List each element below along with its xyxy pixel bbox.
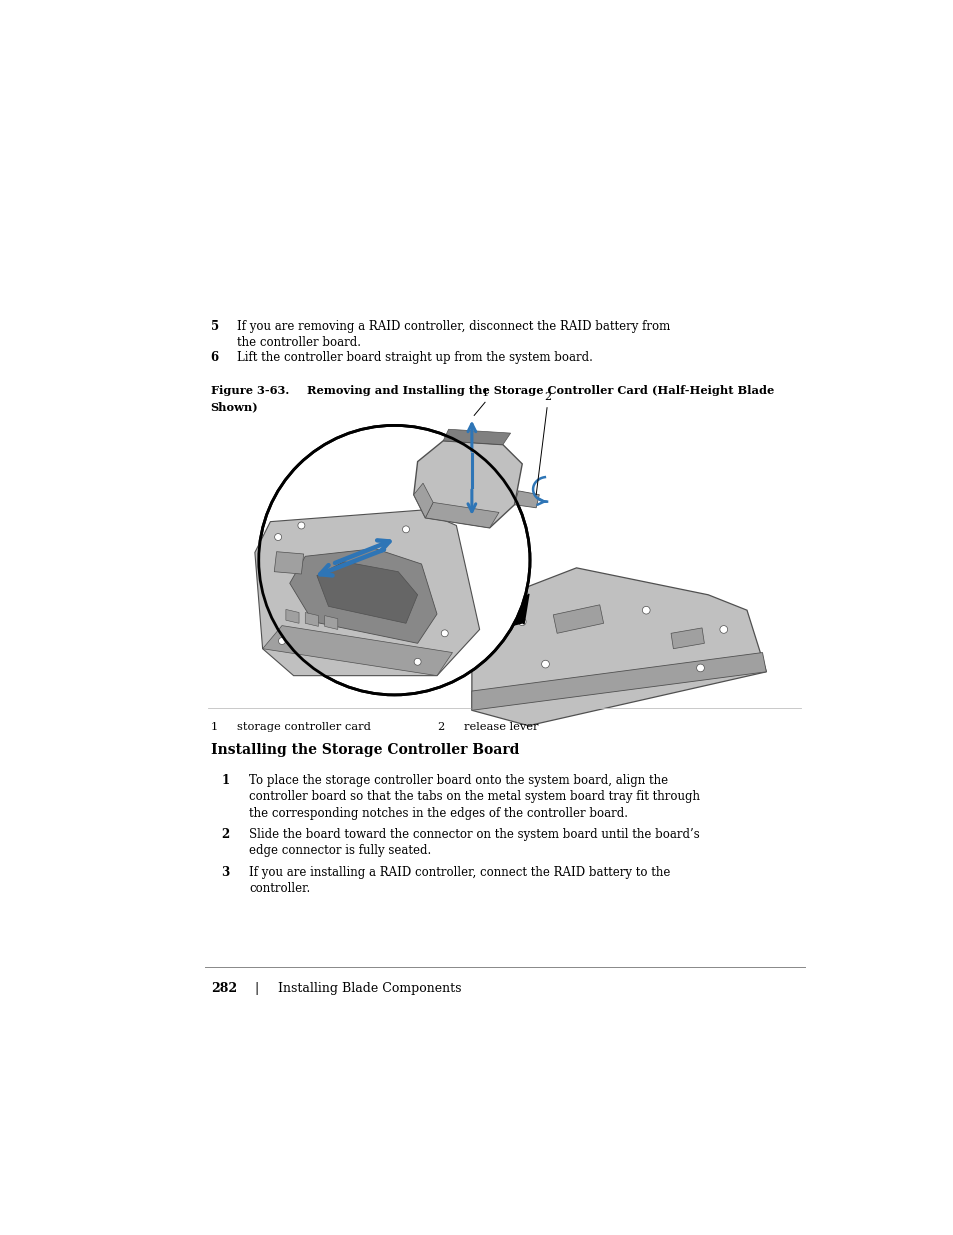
Circle shape [641,606,649,614]
Text: Figure 3-63.: Figure 3-63. [211,384,289,395]
Circle shape [297,522,305,529]
Text: Shown): Shown) [211,401,258,411]
Polygon shape [443,430,510,445]
Polygon shape [553,605,603,634]
Circle shape [402,526,409,532]
Circle shape [258,425,530,695]
Polygon shape [274,552,303,574]
Text: Installing the Storage Controller Board: Installing the Storage Controller Board [211,743,518,757]
Polygon shape [414,441,521,527]
Text: Removing and Installing the Storage Controller Card (Half-Height Blade: Removing and Installing the Storage Cont… [307,384,773,395]
Text: 3: 3 [221,866,230,879]
Text: 5: 5 [211,320,218,333]
Text: the controller board.: the controller board. [236,336,360,350]
Circle shape [541,661,549,668]
Text: 2: 2 [436,721,444,732]
Polygon shape [290,548,436,643]
Text: If you are removing a RAID controller, disconnect the RAID battery from: If you are removing a RAID controller, d… [236,320,670,333]
Text: To place the storage controller board onto the system board, align the: To place the storage controller board on… [249,774,668,787]
Polygon shape [262,626,452,676]
Polygon shape [254,510,479,676]
Text: 2: 2 [543,393,551,403]
Text: Installing Blade Components: Installing Blade Components [278,982,461,995]
Text: 1: 1 [221,774,230,787]
Text: 1: 1 [211,721,217,732]
Text: edge connector is fully seated.: edge connector is fully seated. [249,845,432,857]
Text: Lift the controller board straight up from the system board.: Lift the controller board straight up fr… [236,351,593,364]
Circle shape [278,637,285,645]
Text: the corresponding notches in the edges of the controller board.: the corresponding notches in the edges o… [249,806,628,820]
Polygon shape [286,609,298,624]
Circle shape [720,626,727,634]
Circle shape [441,630,448,637]
Text: |: | [254,982,259,995]
Circle shape [696,664,703,672]
Text: storage controller card: storage controller card [236,721,371,732]
Polygon shape [472,568,765,726]
Polygon shape [316,562,417,624]
Polygon shape [305,613,318,626]
Circle shape [517,618,525,626]
Polygon shape [414,483,433,517]
Text: 282: 282 [211,982,236,995]
Polygon shape [670,627,703,648]
Text: controller board so that the tabs on the metal system board tray fit through: controller board so that the tabs on the… [249,790,700,804]
Text: If you are installing a RAID controller, connect the RAID battery to the: If you are installing a RAID controller,… [249,866,670,879]
Polygon shape [514,490,538,508]
Text: 6: 6 [211,351,218,364]
Polygon shape [324,615,337,630]
Polygon shape [472,652,765,710]
Text: 1: 1 [481,389,489,399]
Polygon shape [498,595,528,630]
Circle shape [414,658,420,666]
Text: controller.: controller. [249,882,311,895]
Circle shape [274,534,281,541]
Text: 2: 2 [221,829,230,841]
Text: Slide the board toward the connector on the system board until the board’s: Slide the board toward the connector on … [249,829,700,841]
Polygon shape [425,503,498,527]
Text: release lever: release lever [464,721,538,732]
